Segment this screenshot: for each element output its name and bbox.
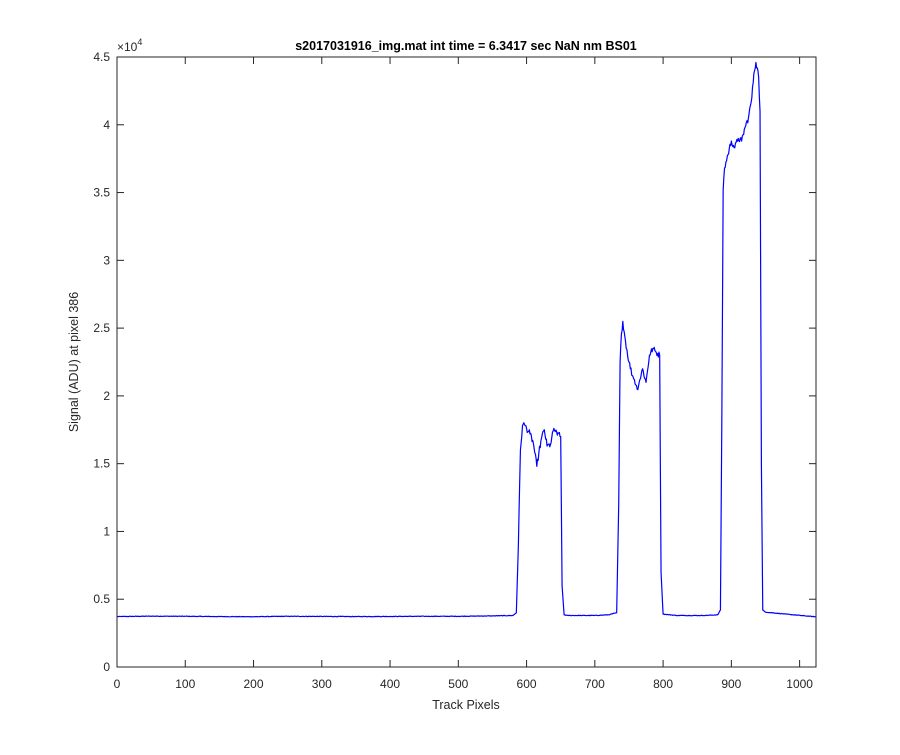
x-axis-label: Track Pixels bbox=[432, 698, 500, 712]
x-tick-label: 200 bbox=[244, 677, 264, 691]
y-tick-label: 3.5 bbox=[93, 186, 110, 200]
x-tick-label: 900 bbox=[721, 677, 741, 691]
y-tick-label: 0.5 bbox=[93, 592, 110, 606]
y-tick-label: 0 bbox=[103, 660, 110, 674]
y-exponent-label: ×104 bbox=[117, 37, 142, 54]
x-tick-label: 0 bbox=[114, 677, 121, 691]
x-tick-label: 500 bbox=[448, 677, 468, 691]
x-tick-label: 600 bbox=[517, 677, 537, 691]
chart-title: s2017031916_img.mat int time = 6.3417 se… bbox=[295, 39, 637, 53]
y-exponent-power: 4 bbox=[137, 37, 142, 47]
x-tick-label: 800 bbox=[653, 677, 673, 691]
y-tick-label: 4.5 bbox=[93, 50, 110, 64]
y-axis-label: Signal (ADU) at pixel 386 bbox=[67, 292, 81, 432]
x-tick-label: 1000 bbox=[786, 677, 813, 691]
data-series-line bbox=[116, 61, 817, 618]
y-tick-label: 4 bbox=[103, 118, 110, 132]
axes-box bbox=[116, 56, 817, 668]
x-tick-label: 700 bbox=[585, 677, 605, 691]
y-tick-label: 2 bbox=[103, 389, 110, 403]
y-tick-label: 3 bbox=[103, 253, 110, 267]
axes-background bbox=[117, 57, 816, 667]
x-tick-label: 100 bbox=[175, 677, 195, 691]
y-tick-label: 1.5 bbox=[93, 457, 110, 471]
y-exponent-base: ×10 bbox=[117, 40, 138, 54]
x-tick-label: 400 bbox=[380, 677, 400, 691]
y-tick-label: 1 bbox=[103, 524, 110, 538]
x-tick-label: 300 bbox=[312, 677, 332, 691]
y-tick-label: 2.5 bbox=[93, 321, 110, 335]
ticks-layer: 0 100 200 300 400 500 600 700 800 900 1000 0 0.5 1 1.5… bbox=[93, 50, 816, 691]
